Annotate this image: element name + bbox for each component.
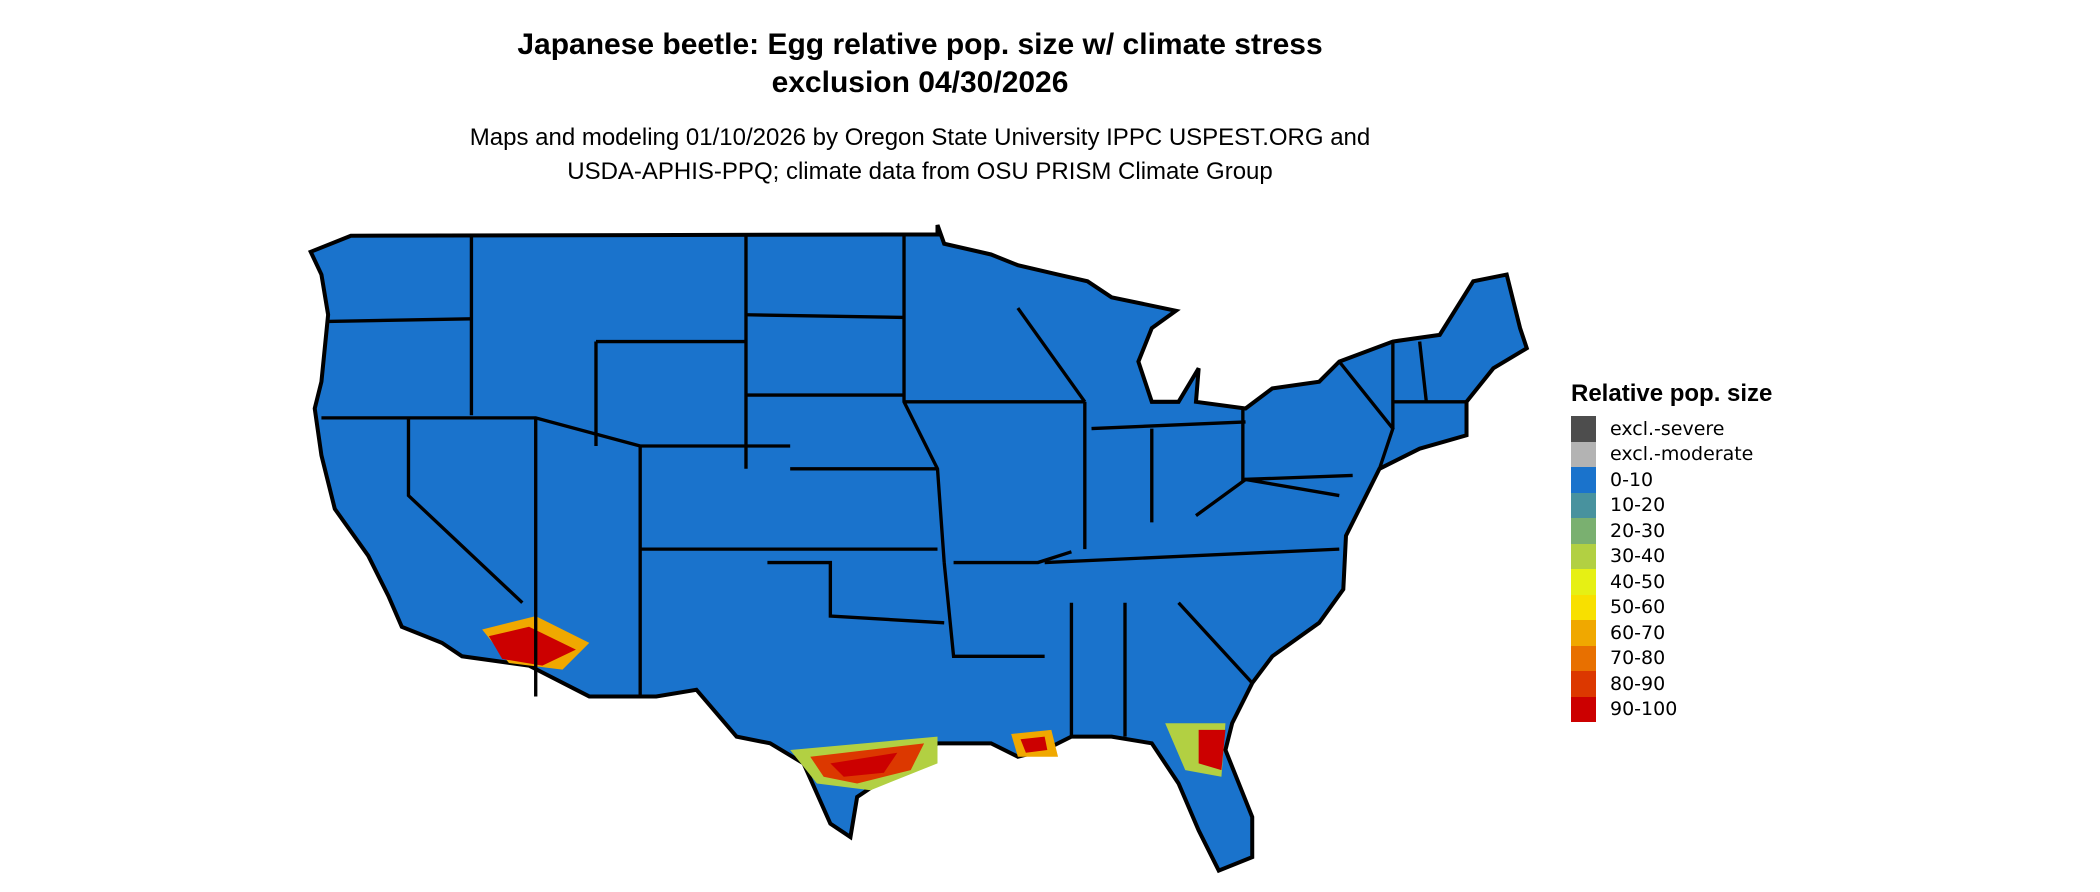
legend-swatch bbox=[1571, 671, 1596, 697]
legend-label: 0-10 bbox=[1610, 468, 1654, 491]
legend-label: 90-100 bbox=[1610, 698, 1678, 721]
legend-swatch bbox=[1571, 543, 1596, 569]
legend-swatch bbox=[1571, 518, 1596, 544]
legend-title: Relative pop. size bbox=[1571, 380, 1773, 407]
legend-item: 10-20 bbox=[1571, 492, 1772, 518]
legend-swatch bbox=[1571, 645, 1596, 671]
legend-label: 80-90 bbox=[1610, 672, 1666, 695]
legend-item: excl.-severe bbox=[1571, 416, 1772, 442]
legend-label: 20-30 bbox=[1610, 519, 1666, 542]
state-border bbox=[942, 562, 1045, 658]
state-border bbox=[1177, 601, 1254, 685]
state-border bbox=[321, 416, 791, 448]
subtitle-line1: Maps and modeling 01/10/2026 by Oregon S… bbox=[469, 124, 1371, 151]
hotspots bbox=[482, 616, 1226, 791]
legend-item: 20-30 bbox=[1571, 518, 1772, 544]
legend-label: 50-60 bbox=[1610, 596, 1666, 619]
state-border bbox=[1016, 307, 1087, 403]
state-borders bbox=[321, 235, 1467, 737]
state-border bbox=[1044, 547, 1340, 565]
legend-item: 80-90 bbox=[1571, 671, 1772, 697]
legend-swatch bbox=[1571, 696, 1596, 722]
legend-label: 40-50 bbox=[1610, 570, 1666, 593]
legend: Relative pop. size excl.-severe excl.-mod… bbox=[1571, 380, 1772, 722]
map-title-line2: exclusion 04/30/2026 bbox=[771, 66, 1069, 99]
hotspot-90-100 bbox=[1198, 729, 1226, 771]
legend-swatch bbox=[1571, 416, 1596, 442]
state-border bbox=[767, 560, 945, 625]
legend-item: 50-60 bbox=[1571, 594, 1772, 620]
legend-label: 70-80 bbox=[1610, 647, 1666, 670]
state-border bbox=[1194, 477, 1340, 517]
state-border bbox=[406, 417, 524, 604]
legend-item: 90-100 bbox=[1571, 696, 1772, 722]
state-border bbox=[1337, 360, 1395, 470]
state-border bbox=[902, 235, 946, 563]
legend-label: 30-40 bbox=[1610, 545, 1666, 568]
legend-item: 70-80 bbox=[1571, 645, 1772, 671]
legend-item: excl.-moderate bbox=[1571, 441, 1772, 467]
hotspot-90-100 bbox=[1020, 736, 1048, 753]
legend-swatch bbox=[1571, 620, 1596, 646]
hotspot-90-100 bbox=[830, 752, 898, 777]
legend-swatch bbox=[1571, 492, 1596, 518]
state-border bbox=[1417, 341, 1429, 402]
legend-label: excl.-severe bbox=[1610, 417, 1725, 440]
map-title-line1: Japanese beetle: Egg relative pop. size … bbox=[517, 28, 1323, 61]
legend-swatch bbox=[1571, 594, 1596, 620]
legend-swatch bbox=[1571, 467, 1596, 493]
hotspot-90-100 bbox=[488, 626, 576, 666]
state-border bbox=[1091, 420, 1246, 431]
legend-item: 40-50 bbox=[1571, 569, 1772, 595]
state-border bbox=[328, 317, 472, 324]
legend-label: excl.-moderate bbox=[1610, 443, 1754, 466]
legend-item: 60-70 bbox=[1571, 620, 1772, 646]
legend-label: 10-20 bbox=[1610, 494, 1666, 517]
legend-item: 30-40 bbox=[1571, 543, 1772, 569]
legend-item: 0-10 bbox=[1571, 467, 1772, 493]
subtitle-line2: USDA-APHIS-PPQ; climate data from OSU PR… bbox=[567, 158, 1273, 185]
state-border bbox=[953, 550, 1072, 565]
state-border bbox=[745, 313, 905, 320]
legend-swatch bbox=[1571, 569, 1596, 595]
legend-swatch bbox=[1571, 441, 1596, 467]
legend-label: 60-70 bbox=[1610, 621, 1666, 644]
